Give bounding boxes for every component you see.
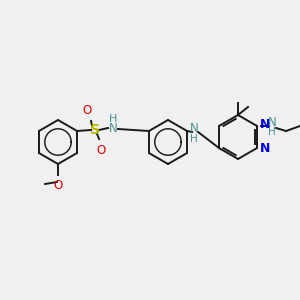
Text: N: N — [109, 122, 117, 136]
Text: N: N — [260, 118, 270, 130]
Text: O: O — [96, 144, 106, 157]
Text: H: H — [268, 127, 276, 137]
Text: S: S — [90, 123, 100, 137]
Text: O: O — [53, 179, 63, 192]
Text: O: O — [82, 104, 92, 117]
Text: N: N — [260, 142, 270, 155]
Text: N: N — [190, 122, 198, 136]
Text: N: N — [268, 116, 276, 130]
Text: H: H — [190, 134, 198, 144]
Text: H: H — [109, 114, 117, 124]
